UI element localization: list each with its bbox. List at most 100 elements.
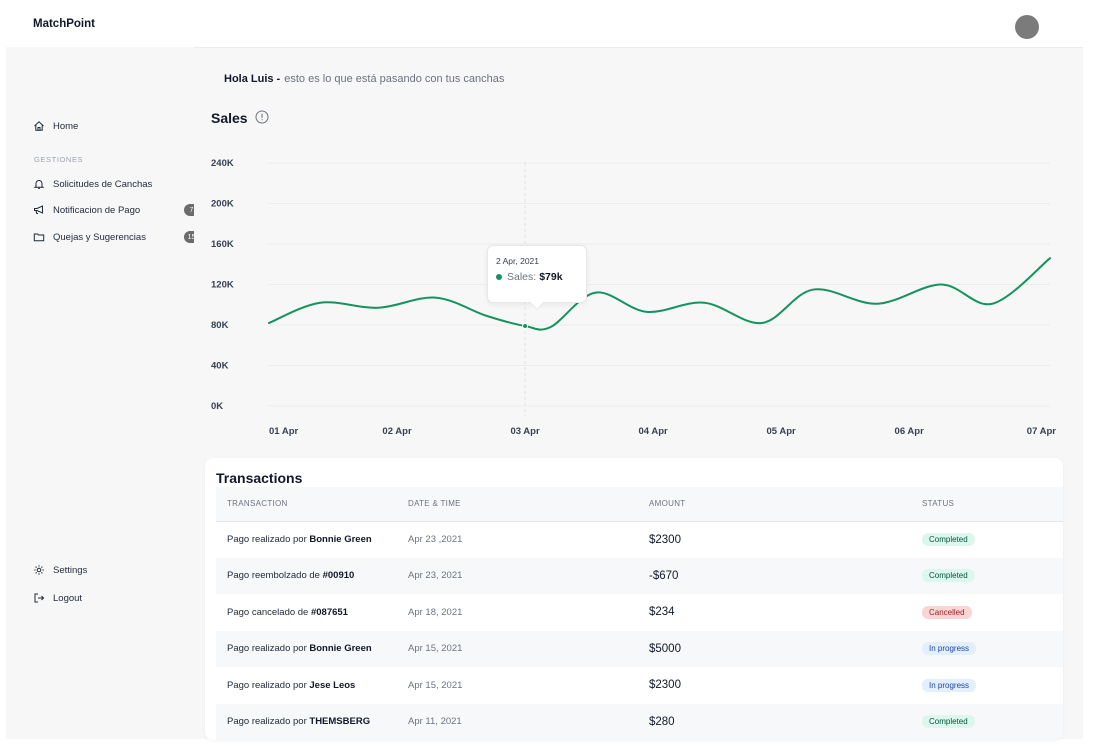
tooltip-value: $79k — [539, 271, 563, 283]
greeting-message: esto es lo que está pasando con tus canc… — [284, 73, 505, 85]
status-badge: In progress — [922, 678, 977, 692]
sidebar-item-quejas[interactable]: Quejas y Sugerencias — [33, 231, 146, 243]
sidebar-item-label: Home — [53, 120, 79, 132]
transaction-amount: $280 — [638, 703, 911, 740]
gear-icon — [33, 564, 45, 576]
y-tick-label: 80K — [211, 320, 229, 331]
transaction-cell: Pago cancelado de #087651 — [216, 594, 397, 631]
folder-icon — [33, 231, 45, 243]
transaction-date: Apr 11, 2021 — [397, 703, 638, 740]
table-row[interactable]: Pago realizado por Bonnie Green Apr 15, 2… — [216, 630, 1063, 667]
transaction-cell: Pago reembolzado de #00910 — [216, 557, 397, 594]
column-header[interactable]: STATUS — [911, 487, 1063, 522]
y-tick-label: 160K — [211, 239, 234, 250]
transactions-table: TRANSACTION DATE & TIME AMOUNT STATUS Pa… — [216, 487, 1063, 740]
table-row[interactable]: Pago realizado por Bonnie Green Apr 23 ,2… — [216, 521, 1063, 558]
transaction-date: Apr 23 ,2021 — [408, 534, 463, 545]
info-icon[interactable] — [255, 110, 269, 124]
x-tick-label: 04 Apr — [638, 426, 668, 437]
x-tick-label: 06 Apr — [895, 426, 925, 437]
logout-icon — [33, 592, 45, 604]
y-tick-label: 0K — [211, 401, 223, 412]
top-bar: MatchPoint — [0, 0, 1095, 47]
transaction-cell: Pago realizado por THEMSBERG — [216, 703, 397, 740]
app-brand[interactable]: MatchPoint — [33, 18, 95, 30]
highlight-point[interactable] — [522, 323, 529, 330]
transaction-amount: -$670 — [638, 557, 911, 594]
main-content: Hola Luis - esto es lo que está pasando c… — [194, 47, 1083, 740]
transaction-date: Apr 23, 2021 — [397, 557, 638, 594]
transaction-description: Pago realizado por — [227, 534, 307, 545]
sales-title: Sales — [211, 110, 248, 126]
transaction-amount: $5000 — [638, 630, 911, 667]
transaction-subject[interactable]: THEMSBERG — [309, 716, 371, 728]
transactions-title: Transactions — [216, 470, 303, 486]
x-tick-label: 01 Apr — [269, 426, 299, 437]
sales-chart: 0K 40K 80K 120K 160K 200K 240K 01 Apr 02 Apr 03 A… — [211, 158, 1057, 437]
transaction-subject[interactable]: #087651 — [310, 606, 348, 618]
sidebar: Home GESTIONES Solicitudes de Canchas No… — [6, 47, 199, 739]
tooltip-row: Sales: $79k — [496, 271, 563, 283]
sidebar-item-home[interactable]: Home — [33, 120, 78, 132]
y-tick-label: 240K — [211, 158, 234, 169]
status-cell: Completed — [911, 557, 1063, 594]
y-tick-label: 200K — [211, 199, 234, 210]
table-row[interactable]: Pago reembolzado de #00910 Apr 23, 2021 -$… — [216, 557, 1063, 594]
y-tick-label: 120K — [211, 280, 234, 291]
transaction-subject[interactable]: Bonnie Green — [309, 643, 372, 655]
transaction-subject[interactable]: Bonnie Green — [309, 534, 372, 545]
status-cell: Cancelled — [911, 594, 1063, 631]
transaction-description: Pago realizado por — [227, 716, 307, 728]
greeting-name: Hola Luis - — [224, 73, 281, 85]
table-row[interactable]: Pago realizado por THEMSBERG Apr 11, 2021… — [216, 703, 1063, 740]
tooltip-date: 2 Apr, 2021 — [496, 256, 540, 266]
column-header[interactable]: AMOUNT — [638, 487, 911, 522]
greeting: Hola Luis - esto es lo que está pasando c… — [224, 73, 504, 85]
sidebar-item-label: Notificacion de Pago — [53, 204, 141, 216]
status-badge: In progress — [922, 642, 977, 656]
avatar[interactable] — [1015, 15, 1039, 39]
column-header[interactable]: DATE & TIME — [397, 487, 638, 522]
status-badge: Completed — [922, 533, 975, 546]
transaction-cell: Pago realizado por Bonnie Green — [216, 630, 397, 667]
status-badge: Completed — [922, 715, 975, 729]
sidebar-item-settings[interactable]: Settings — [33, 564, 87, 576]
section-label: GESTIONES — [34, 155, 84, 164]
transaction-amount: $2300 — [649, 533, 681, 546]
transaction-date: Apr 18, 2021 — [408, 606, 463, 618]
series-line — [268, 257, 1051, 331]
transaction-subject[interactable]: Jese Leos — [309, 679, 356, 691]
x-tick-label: 02 Apr — [382, 426, 412, 437]
megaphone-icon — [33, 204, 45, 216]
transaction-amount: $2300 — [649, 679, 681, 692]
home-icon — [33, 120, 45, 132]
sidebar-item-label: Quejas y Sugerencias — [53, 231, 146, 243]
transactions-card: Transactions TRANSACTION DATE & TIME AMO… — [205, 458, 1063, 740]
transaction-description: Pago reembolzado de — [227, 570, 320, 582]
status-cell: In progress — [911, 667, 1063, 704]
sidebar-item-solicitudes[interactable]: Solicitudes de Canchas — [33, 178, 152, 190]
sidebar-item-label: Solicitudes de Canchas — [53, 178, 153, 190]
sidebar-item-label: Settings — [53, 564, 88, 576]
column-header[interactable]: TRANSACTION — [216, 487, 397, 522]
transaction-description: Pago realizado por — [227, 679, 307, 691]
x-tick-label: 07 Apr — [1027, 426, 1057, 437]
bell-icon — [33, 178, 45, 190]
transaction-cell: Pago realizado por Bonnie Green — [216, 521, 397, 558]
sidebar-item-notificacion[interactable]: Notificacion de Pago — [33, 204, 140, 216]
transaction-date: Apr 15, 2021 — [408, 679, 463, 691]
chart-tooltip: 2 Apr, 2021 Sales: $79k — [487, 245, 587, 311]
sidebar-item-logout[interactable]: Logout — [33, 592, 82, 604]
transaction-amount: $234 — [649, 606, 675, 619]
table-row[interactable]: Pago cancelado de #087651 Apr 18, 2021 $23… — [216, 594, 1063, 631]
status-cell: Completed — [911, 703, 1063, 740]
table-row[interactable]: Pago realizado por Jese Leos Apr 15, 2021… — [216, 667, 1063, 704]
sidebar-item-label: Logout — [53, 592, 83, 604]
transaction-description: Pago realizado por — [227, 643, 307, 655]
status-cell: In progress — [911, 630, 1063, 667]
y-tick-label: 40K — [211, 361, 229, 372]
x-tick-label: 03 Apr — [510, 426, 540, 437]
transaction-description: Pago cancelado de — [227, 606, 309, 618]
tooltip-label: Sales: — [507, 271, 537, 283]
transaction-subject[interactable]: #00910 — [322, 570, 355, 582]
